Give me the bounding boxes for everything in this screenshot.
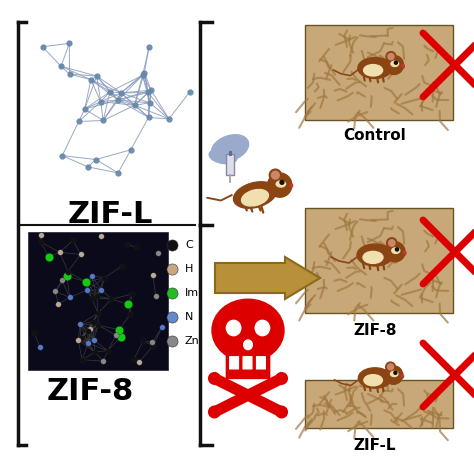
Text: ZIF-8: ZIF-8 (353, 323, 397, 338)
Ellipse shape (392, 248, 400, 254)
Circle shape (276, 406, 287, 418)
Ellipse shape (363, 251, 383, 264)
Ellipse shape (244, 340, 252, 350)
Circle shape (395, 248, 399, 251)
Circle shape (384, 55, 403, 74)
Bar (28, 232, 168, 370)
Ellipse shape (227, 320, 241, 336)
FancyBboxPatch shape (256, 357, 265, 369)
FancyArrow shape (215, 257, 320, 299)
Bar (305, 25, 453, 120)
Ellipse shape (234, 182, 276, 208)
Circle shape (384, 366, 403, 384)
Circle shape (387, 238, 397, 248)
Text: N: N (185, 312, 193, 322)
Circle shape (269, 169, 282, 181)
Circle shape (394, 61, 397, 64)
Circle shape (276, 373, 287, 384)
Ellipse shape (364, 64, 383, 76)
Circle shape (386, 362, 395, 372)
Ellipse shape (242, 190, 268, 206)
FancyBboxPatch shape (243, 357, 252, 369)
Circle shape (386, 52, 396, 62)
Circle shape (280, 181, 284, 184)
Circle shape (209, 373, 220, 384)
Circle shape (389, 240, 395, 246)
Ellipse shape (397, 374, 403, 379)
Text: ZIF-L: ZIF-L (354, 438, 396, 453)
Ellipse shape (358, 57, 392, 79)
Ellipse shape (364, 374, 383, 386)
Circle shape (268, 173, 292, 197)
Ellipse shape (209, 149, 237, 164)
Circle shape (388, 364, 393, 370)
Ellipse shape (357, 244, 393, 266)
Ellipse shape (212, 299, 284, 362)
Circle shape (290, 184, 292, 187)
Text: Im: Im (185, 288, 199, 298)
Circle shape (388, 54, 394, 60)
Ellipse shape (276, 181, 285, 187)
Circle shape (209, 406, 220, 418)
Text: C: C (185, 240, 193, 250)
Text: ZIF-L: ZIF-L (67, 200, 153, 229)
Circle shape (401, 374, 403, 377)
Bar (305, 208, 453, 313)
Text: H: H (185, 264, 193, 274)
Circle shape (272, 171, 279, 179)
Ellipse shape (255, 320, 270, 336)
Text: Zn: Zn (185, 336, 200, 346)
Circle shape (394, 371, 397, 374)
Ellipse shape (211, 135, 248, 161)
Ellipse shape (391, 371, 398, 376)
Ellipse shape (358, 368, 392, 388)
Circle shape (402, 64, 404, 67)
Circle shape (385, 242, 405, 262)
Ellipse shape (399, 251, 406, 256)
Bar (305, 380, 453, 428)
Ellipse shape (391, 61, 399, 66)
Text: Control: Control (344, 128, 406, 143)
Ellipse shape (397, 64, 404, 69)
Ellipse shape (284, 184, 292, 189)
Text: ZIF-8: ZIF-8 (46, 377, 134, 406)
Bar (226, 154, 234, 174)
FancyBboxPatch shape (230, 357, 238, 369)
Circle shape (403, 251, 406, 254)
FancyBboxPatch shape (227, 355, 270, 378)
